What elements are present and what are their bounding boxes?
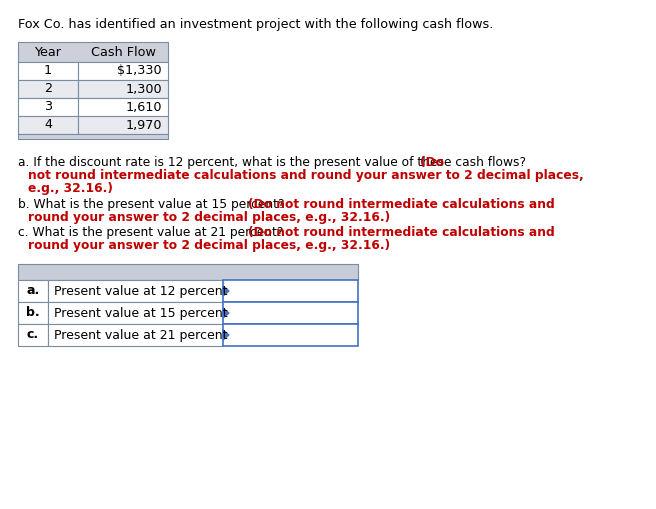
Text: (Do not round intermediate calculations and: (Do not round intermediate calculations …: [248, 226, 555, 239]
Text: b.: b.: [26, 306, 40, 320]
Text: 2: 2: [44, 82, 52, 96]
Bar: [18, 116, 78, 134]
Text: 1,610: 1,610: [125, 100, 162, 114]
Text: b. What is the present value at 15 percent?: b. What is the present value at 15 perce…: [18, 198, 289, 211]
Bar: [78, 98, 168, 116]
Text: Cash Flow: Cash Flow: [91, 45, 155, 59]
Bar: [18, 280, 48, 302]
Bar: [223, 324, 358, 346]
Bar: [48, 324, 223, 346]
Text: 1: 1: [44, 65, 52, 77]
Text: 3: 3: [44, 100, 52, 114]
Text: c.: c.: [27, 328, 39, 342]
Bar: [48, 302, 223, 324]
Text: a.: a.: [26, 285, 39, 297]
Text: c. What is the present value at 21 percent?: c. What is the present value at 21 perce…: [18, 226, 287, 239]
Text: e.g., 32.16.): e.g., 32.16.): [28, 182, 113, 195]
Polygon shape: [223, 330, 229, 340]
Polygon shape: [223, 308, 229, 318]
Polygon shape: [223, 286, 229, 296]
Text: Present value at 12 percent: Present value at 12 percent: [54, 285, 228, 297]
Text: (Do: (Do: [420, 156, 444, 169]
Bar: [18, 134, 168, 139]
Bar: [18, 264, 358, 280]
Bar: [18, 324, 48, 346]
Bar: [78, 116, 168, 134]
Text: Year: Year: [35, 45, 62, 59]
Bar: [18, 302, 48, 324]
Bar: [78, 62, 168, 80]
Text: not round intermediate calculations and round your answer to 2 decimal places,: not round intermediate calculations and …: [28, 169, 584, 182]
Text: Fox Co. has identified an investment project with the following cash flows.: Fox Co. has identified an investment pro…: [18, 18, 493, 31]
Text: Present value at 21 percent: Present value at 21 percent: [54, 328, 228, 342]
Bar: [18, 42, 168, 62]
Text: Present value at 15 percent: Present value at 15 percent: [54, 306, 228, 320]
Bar: [48, 280, 223, 302]
Text: (Do not round intermediate calculations and: (Do not round intermediate calculations …: [248, 198, 555, 211]
Text: $1,330: $1,330: [117, 65, 162, 77]
Text: a. If the discount rate is 12 percent, what is the present value of these cash f: a. If the discount rate is 12 percent, w…: [18, 156, 530, 169]
Text: 1,300: 1,300: [125, 82, 162, 96]
Text: round your answer to 2 decimal places, e.g., 32.16.): round your answer to 2 decimal places, e…: [28, 239, 390, 252]
Text: round your answer to 2 decimal places, e.g., 32.16.): round your answer to 2 decimal places, e…: [28, 211, 390, 224]
Bar: [18, 98, 78, 116]
Bar: [223, 280, 358, 302]
Bar: [78, 80, 168, 98]
Bar: [223, 302, 358, 324]
Bar: [18, 80, 78, 98]
Bar: [18, 62, 78, 80]
Text: 4: 4: [44, 119, 52, 131]
Text: 1,970: 1,970: [125, 119, 162, 131]
